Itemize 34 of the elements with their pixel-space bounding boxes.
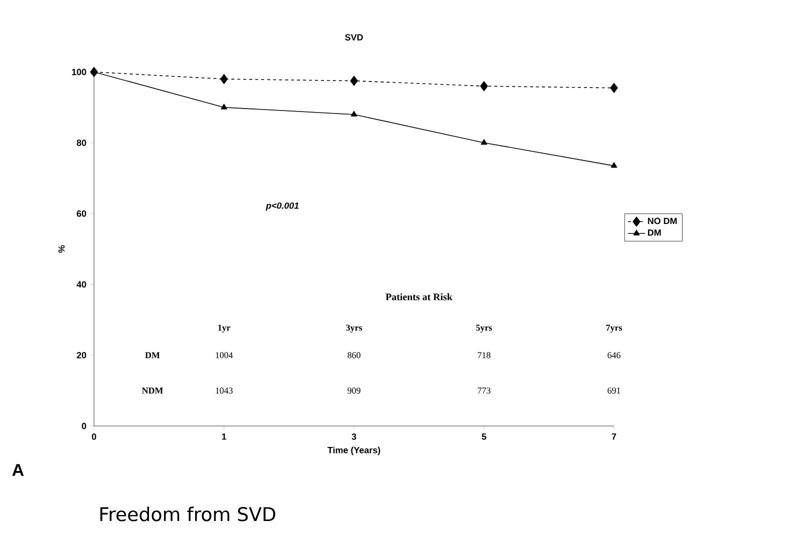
y-tick-label: 0 xyxy=(82,422,86,430)
annotation: 5yrs xyxy=(476,324,492,333)
annotation: 909 xyxy=(348,388,360,394)
annotation: DM xyxy=(145,352,160,358)
y-tick-label: 40 xyxy=(76,281,86,288)
x-axis-title: Time (Years) xyxy=(328,446,380,456)
annotation: 718 xyxy=(478,352,490,358)
annotation: NDM xyxy=(142,388,163,394)
x-tick-label: 5 xyxy=(482,434,486,440)
annotation: p<0.001 xyxy=(266,202,299,211)
annotation: 1yr xyxy=(218,324,230,333)
y-axis-title: % xyxy=(58,245,65,253)
legend-label: NO DM xyxy=(648,218,677,224)
x-tick-label: 0 xyxy=(92,434,96,440)
x-tick-label: 1 xyxy=(222,434,226,440)
legend-label: DM xyxy=(648,230,661,236)
y-tick-label: 100 xyxy=(72,68,86,76)
y-tick-label: 80 xyxy=(76,140,86,146)
chart-title: SVD xyxy=(345,34,363,40)
x-tick-label: 7 xyxy=(612,434,616,440)
y-tick-label: 60 xyxy=(76,210,86,217)
annotation: 860 xyxy=(348,352,360,358)
annotation: 773 xyxy=(478,388,490,394)
text: Freedom from SVD xyxy=(100,506,276,522)
text: A xyxy=(12,464,24,476)
y-tick-label: 20 xyxy=(76,352,86,358)
annotation: 1043 xyxy=(216,388,233,394)
annotation: Patients at Risk xyxy=(386,293,452,300)
annotation: 7yrs xyxy=(606,324,622,333)
x-tick-label: 3 xyxy=(352,434,356,440)
annotation: 3yrs xyxy=(346,324,362,333)
annotation: 646 xyxy=(608,352,620,358)
annotation: 1004 xyxy=(216,352,233,358)
annotation: 691 xyxy=(608,388,620,394)
